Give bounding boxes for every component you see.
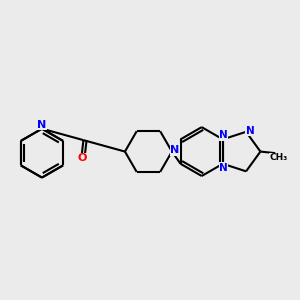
Text: CH₃: CH₃ <box>269 153 287 162</box>
Text: N: N <box>219 130 228 140</box>
Text: N: N <box>37 120 46 130</box>
Text: N: N <box>219 163 228 173</box>
Text: N: N <box>170 145 180 155</box>
Text: O: O <box>77 153 87 163</box>
Text: N: N <box>246 125 254 136</box>
